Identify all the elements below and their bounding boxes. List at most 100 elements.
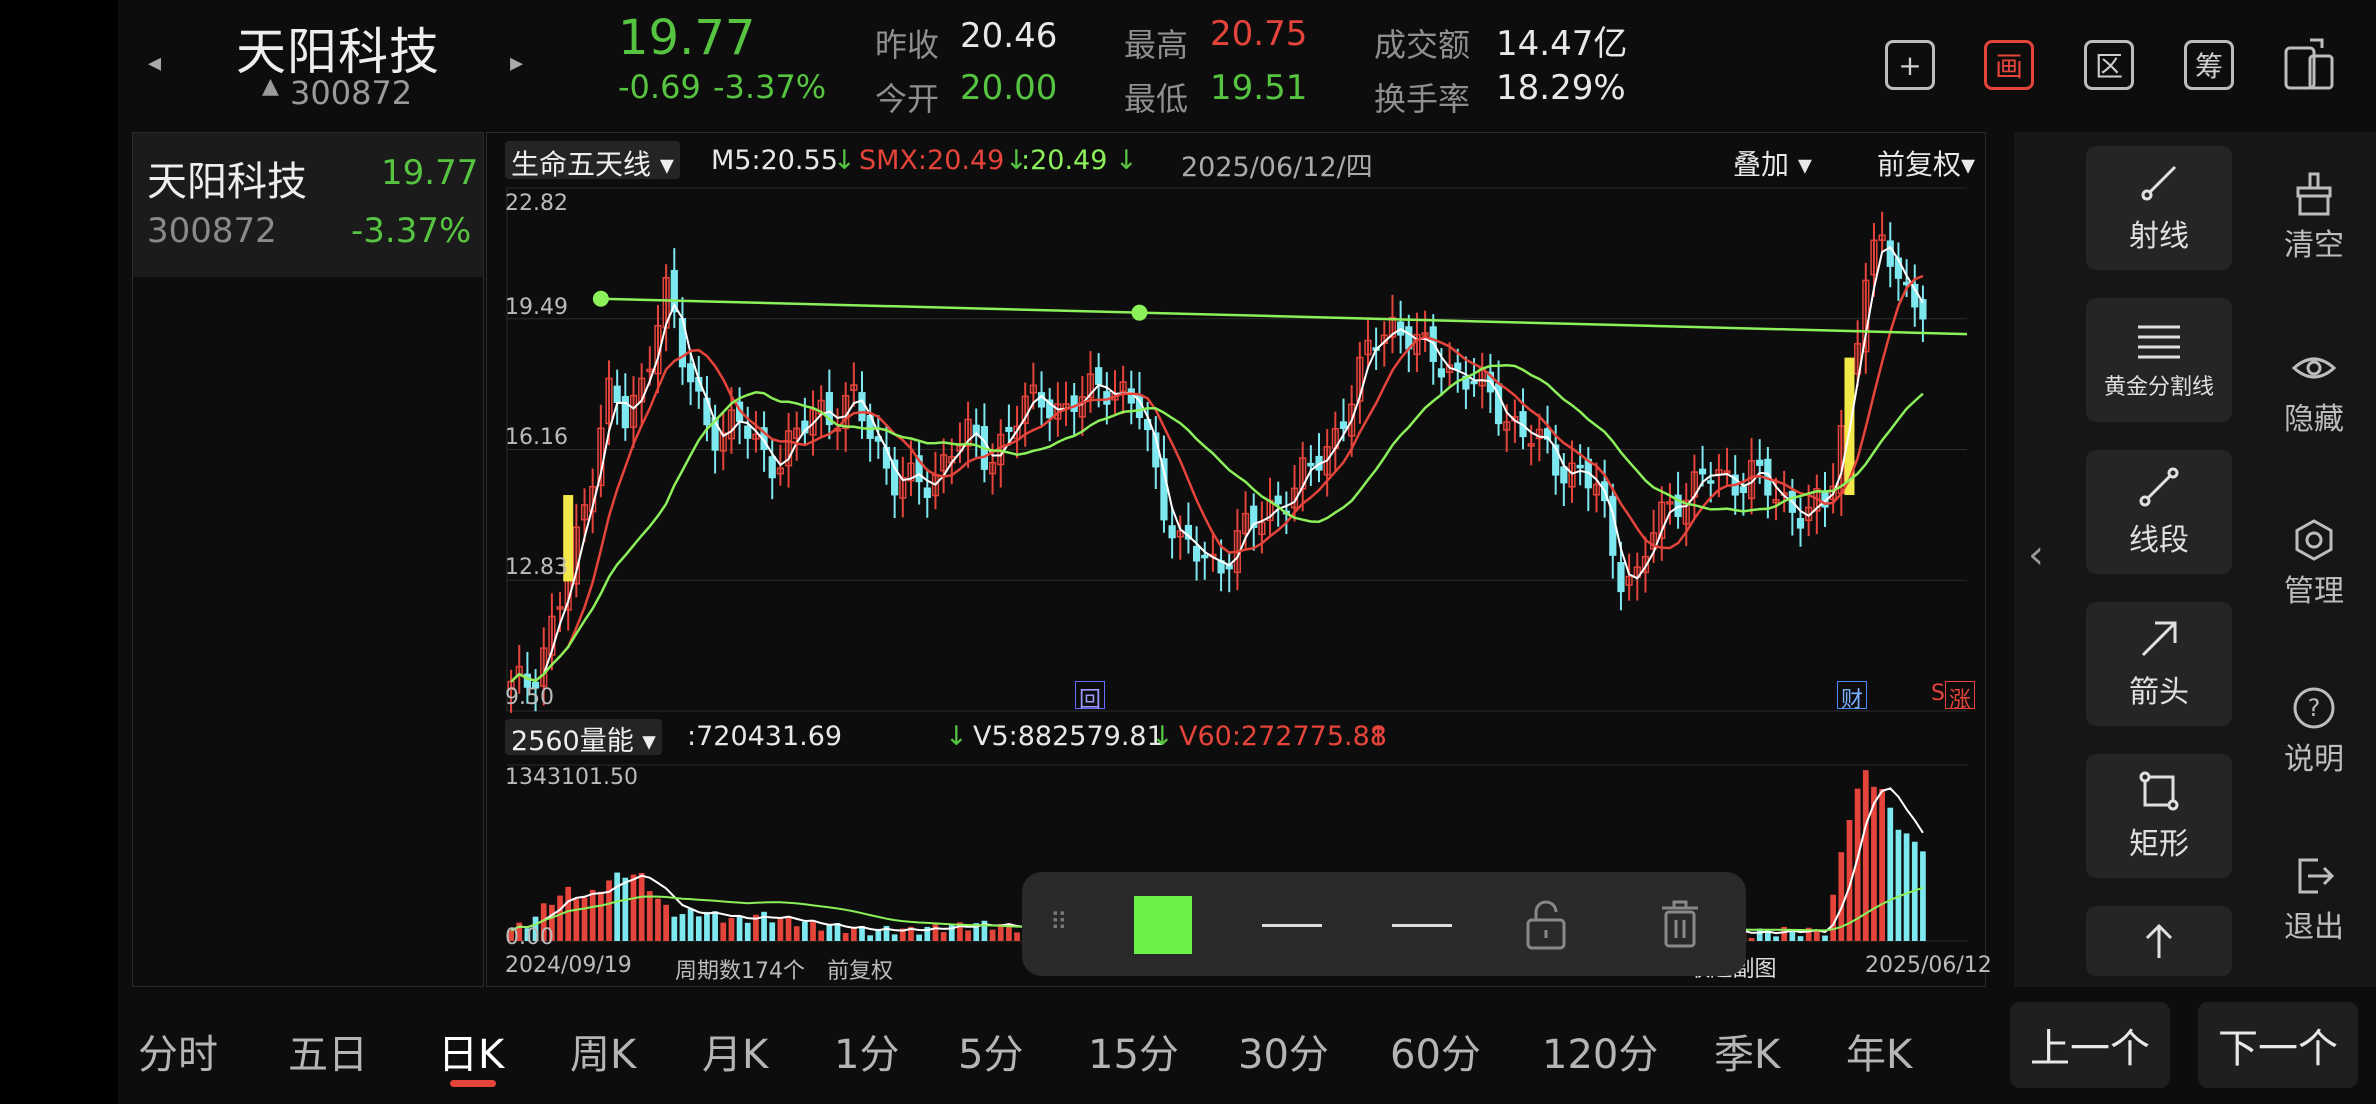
smx-line [510, 274, 1924, 683]
volume-bar [924, 926, 931, 941]
m5-value: M5:20.55 [711, 145, 838, 176]
prev-stock-button[interactable]: 上一个 [2010, 1002, 2170, 1088]
exit-button[interactable]: 退出 [2264, 854, 2364, 946]
candle-body [1201, 554, 1209, 559]
help-button[interactable]: ? 说明 [2264, 686, 2364, 778]
tab-15min[interactable]: 15分 [1088, 1032, 1179, 1078]
volume-bar [1748, 938, 1755, 941]
tab-1min[interactable]: 1分 [834, 1032, 900, 1078]
overlay-select[interactable]: 叠加 ▾ [1733, 148, 1812, 181]
volume-bar [769, 922, 776, 941]
candle-body [1625, 575, 1633, 586]
volume-bar [981, 920, 988, 941]
adjust-select[interactable]: 前复权▾ [1877, 148, 1976, 181]
candle-body [1184, 524, 1193, 540]
y-tick-3: 16.16 [505, 425, 568, 450]
tab-quarterly-k[interactable]: 季K [1714, 1032, 1781, 1078]
candle-body [809, 408, 817, 436]
manage-button[interactable]: 管理 [2264, 518, 2364, 610]
hide-button[interactable]: 隐藏 [2264, 346, 2364, 438]
candle-body [825, 392, 833, 426]
candle-body [1307, 462, 1315, 467]
switch-device-icon[interactable] [2280, 34, 2340, 98]
tool-rectangle-button[interactable]: 矩形 [2086, 754, 2232, 878]
kline-indicator-select[interactable]: 生命五天线 ▾ [505, 141, 680, 181]
watchlist-item[interactable]: 天阳科技 19.77 300872 -3.37% [133, 133, 483, 277]
tab-30min[interactable]: 30分 [1238, 1032, 1329, 1078]
clear-button[interactable]: 清空 [2264, 172, 2364, 264]
line-style-icon[interactable] [1392, 924, 1452, 927]
volume-bar [614, 872, 621, 941]
y-tick-2: 19.49 [505, 295, 568, 320]
tab-weekly-k[interactable]: 周K [570, 1032, 637, 1078]
tab-fenshi[interactable]: 分时 [138, 1032, 218, 1078]
draw-icon[interactable]: 画 [1984, 40, 2034, 90]
marker-cai[interactable]: 财 [1837, 681, 1867, 713]
volume-bar [1895, 829, 1902, 941]
volume-bar [777, 918, 784, 941]
volume-bar [744, 922, 751, 941]
volume-bar [818, 930, 825, 941]
candle-body [1168, 525, 1176, 539]
candle-body [891, 459, 899, 496]
next-stock-arrow-icon[interactable]: ▸ [510, 48, 524, 78]
candle-body [1086, 373, 1095, 399]
tool-arrow-button[interactable]: 箭头 [2086, 602, 2232, 726]
range-icon[interactable]: 区 [2084, 40, 2134, 90]
candle-body [1503, 421, 1511, 431]
add-icon[interactable]: + [1885, 40, 1935, 90]
tab-60min[interactable]: 60分 [1390, 1032, 1481, 1078]
drag-handle-icon[interactable]: ⠿ [1050, 908, 1068, 936]
line-width-icon[interactable] [1262, 924, 1322, 927]
candle-body [1070, 395, 1078, 412]
chip-icon[interactable]: 筹 [2184, 40, 2234, 90]
volume-indicator-select[interactable]: 2560量能 ▾ [505, 719, 662, 757]
marker-s[interactable]: S [1931, 681, 1945, 706]
candle-body [1258, 521, 1266, 536]
turnover-amount-value: 14.47亿 [1496, 24, 1628, 64]
kline-date: 2025/06/12/四 [1181, 152, 1373, 183]
collapse-panel-chevron-icon[interactable]: ‹ [2028, 532, 2044, 578]
candle-body [548, 615, 556, 656]
smx-arrow: ↓ [1005, 145, 1028, 176]
candle-body [1592, 483, 1601, 496]
hide-label: 隐藏 [2284, 402, 2344, 437]
tool-more-button[interactable] [2086, 906, 2232, 976]
volume-bar [883, 925, 890, 941]
delete-icon[interactable] [1658, 898, 1702, 954]
tab-5min[interactable]: 5分 [958, 1032, 1024, 1078]
marker-hui[interactable]: 回 [1075, 681, 1105, 713]
tab-120min[interactable]: 120分 [1542, 1032, 1659, 1078]
tab-yearly-k[interactable]: 年K [1846, 1032, 1913, 1078]
manage-icon [2295, 519, 2333, 561]
color-swatch[interactable] [1134, 896, 1192, 954]
volume-bar [573, 899, 580, 941]
kline-chart[interactable] [487, 133, 1987, 988]
next-stock-button[interactable]: 下一个 [2198, 1002, 2358, 1088]
tool-golden-ratio-button[interactable]: 黄金分割线 [2086, 298, 2232, 422]
tab-daily-k[interactable]: 日K [438, 1032, 505, 1078]
tab-monthly-k[interactable]: 月K [702, 1032, 769, 1078]
volume-bar [826, 925, 833, 941]
v5-arrow: ↓ [1151, 721, 1174, 752]
lock-icon[interactable] [1524, 898, 1568, 954]
tab-wuri[interactable]: 五日 [288, 1032, 368, 1078]
volume-bar [1903, 833, 1910, 941]
prev-stock-arrow-icon[interactable]: ◂ [148, 48, 162, 78]
watchlist-price: 19.77 [381, 153, 479, 193]
volume-bar [1887, 807, 1894, 941]
candle-body [1470, 380, 1478, 385]
volume-bar [761, 911, 767, 941]
candle-body [1666, 501, 1674, 505]
volume-bar [940, 932, 947, 941]
marker-zhang[interactable]: 涨 [1945, 681, 1975, 713]
candle-body [1005, 426, 1013, 432]
candle-body [1535, 428, 1543, 440]
candle-body [687, 363, 695, 383]
volume-bar [516, 922, 523, 941]
tool-segment-button[interactable]: 线段 [2086, 450, 2232, 574]
app-root: ◂ 天阳科技 ▲ 300872 ▸ 19.77 -0.69 -3.37% 昨收 … [118, 0, 2376, 1104]
volume-bar [646, 891, 653, 941]
tool-ray-button[interactable]: 射线 [2086, 146, 2232, 270]
candle-body [1356, 356, 1364, 402]
